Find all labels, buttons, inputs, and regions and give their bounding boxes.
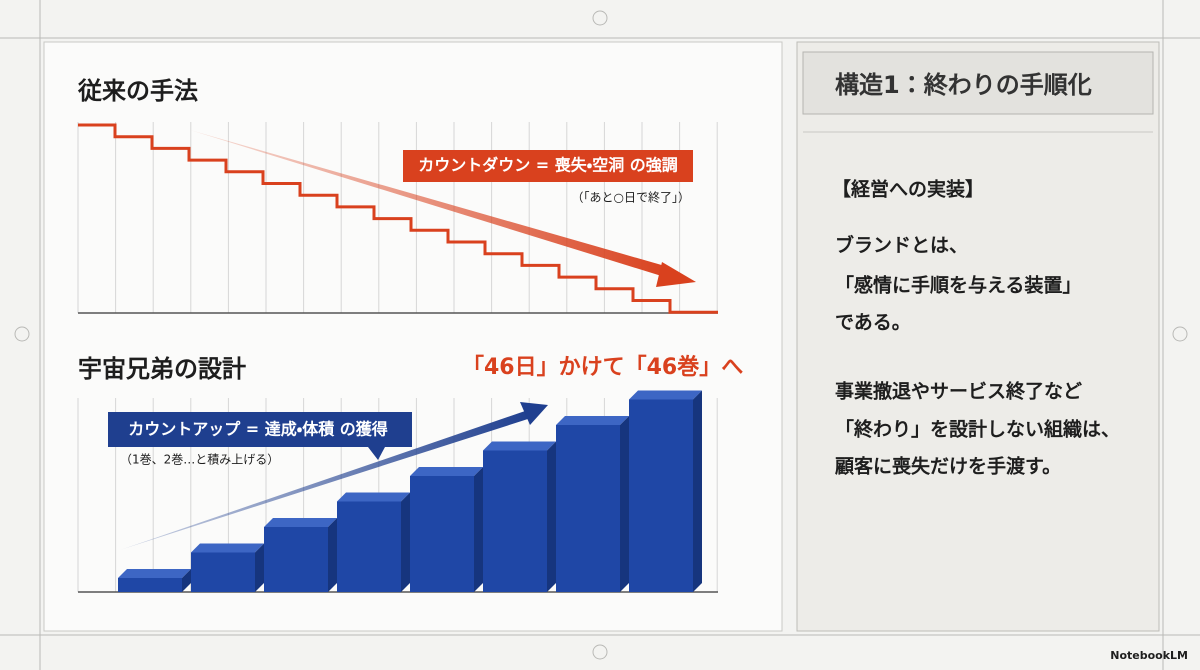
section-title: 従来の手法	[77, 77, 198, 105]
trend-arrow	[190, 130, 672, 278]
bar-top	[264, 518, 337, 527]
callout-box	[403, 150, 693, 182]
callout-note: （「あと○日で終了」）	[572, 190, 690, 205]
bar-side	[474, 467, 483, 592]
bar-top	[556, 416, 629, 425]
bar-front	[629, 399, 693, 592]
bar-front	[191, 552, 255, 592]
bar-top	[410, 467, 483, 476]
panel-title: 構造1：終わりの手順化	[835, 71, 1092, 99]
bar-side	[182, 569, 191, 592]
bar-front	[410, 476, 474, 592]
bar-side	[255, 543, 264, 592]
paragraph-line: ブランドとは、	[835, 234, 968, 257]
bar-front	[483, 450, 547, 592]
bar-side	[547, 441, 556, 592]
trend-arrow	[120, 410, 531, 550]
crosshair	[14, 326, 30, 342]
callout-box	[108, 412, 412, 460]
arrow-head	[520, 402, 548, 425]
paragraph-line: 「終わり」を設計しない組織は、	[835, 418, 1120, 441]
bar-side	[401, 492, 410, 592]
bar-side	[693, 390, 702, 592]
callout-text: カウントアップ = 達成・体積 の獲得	[128, 420, 388, 439]
crosshair	[1172, 326, 1188, 342]
crosshair	[592, 10, 608, 26]
callout-text: カウントダウン = 喪失・空洞 の強調	[418, 156, 678, 175]
bar-top	[629, 390, 702, 400]
bar-front	[118, 578, 182, 592]
bar-front	[337, 501, 401, 592]
bar-top	[191, 543, 264, 553]
callout-note: （1巻、2巻…と積み上げる）	[120, 452, 279, 467]
paragraph-line: 顧客に喪失だけを手渡す。	[835, 455, 1061, 478]
bar-front	[264, 527, 328, 592]
step-line	[78, 123, 718, 314]
bar-side	[328, 518, 337, 592]
bar-front	[556, 425, 620, 592]
bar-top	[337, 492, 410, 502]
section-title: 宇宙兄弟の設計	[78, 355, 246, 383]
charts	[77, 122, 718, 593]
headline: 「46日」かけて「46巻」へ	[462, 354, 743, 380]
brand: NotebookLM	[1110, 649, 1188, 662]
right-panel	[796, 41, 1160, 632]
crosshair	[592, 644, 608, 660]
paragraph-line: 「感情に手順を与える装置」	[835, 274, 1081, 297]
bar-top	[118, 569, 191, 578]
arrow-head	[656, 262, 696, 287]
bar-top	[483, 441, 556, 451]
paragraph-line: 事業撤退やサービス終了など	[835, 380, 1082, 403]
right-header	[802, 51, 1154, 115]
panel-heading: 【経営への実装】	[832, 178, 984, 201]
paragraph-line: である。	[835, 312, 911, 334]
bar-side	[620, 416, 629, 592]
